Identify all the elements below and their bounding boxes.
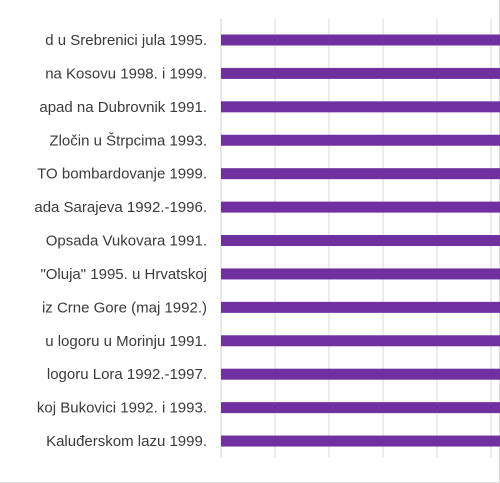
bar [221, 101, 500, 113]
category-label: iz Crne Gore (maj 1992.) [42, 299, 207, 316]
bar-series [221, 34, 500, 447]
bar [221, 235, 500, 247]
category-label: na Kosovu 1998. i 1999. [45, 65, 207, 82]
category-label: Zločin u Štrpcima 1993. [49, 132, 207, 149]
bar [221, 168, 500, 180]
bar [221, 335, 500, 347]
bar [221, 435, 500, 447]
bar [221, 34, 500, 46]
category-label: koj Bukovici 1992. i 1993. [37, 400, 207, 417]
category-label: TO bombardovanje 1999. [37, 166, 207, 183]
bar [221, 268, 500, 280]
category-label: Opsada Vukovara 1991. [46, 233, 207, 250]
category-label: Kaluđerskom lazu 1999. [46, 433, 207, 450]
bar [221, 402, 500, 414]
category-label: "Oluja" 1995. u Hrvatskoj [40, 266, 207, 283]
bar [221, 67, 500, 79]
bar [221, 201, 500, 213]
category-label: u logoru u Morinju 1991. [45, 333, 207, 350]
category-label: logoru Lora 1992.-1997. [47, 366, 207, 383]
category-label: ada Sarajeva 1992.-1996. [34, 199, 207, 216]
category-label: d u Srebrenici jula 1995. [45, 32, 207, 49]
bar [221, 301, 500, 313]
bar [221, 368, 500, 380]
bar [221, 134, 500, 146]
category-labels: d u Srebrenici jula 1995. na Kosovu 1998.… [34, 32, 207, 450]
category-label: apad na Dubrovnik 1991. [39, 99, 207, 116]
